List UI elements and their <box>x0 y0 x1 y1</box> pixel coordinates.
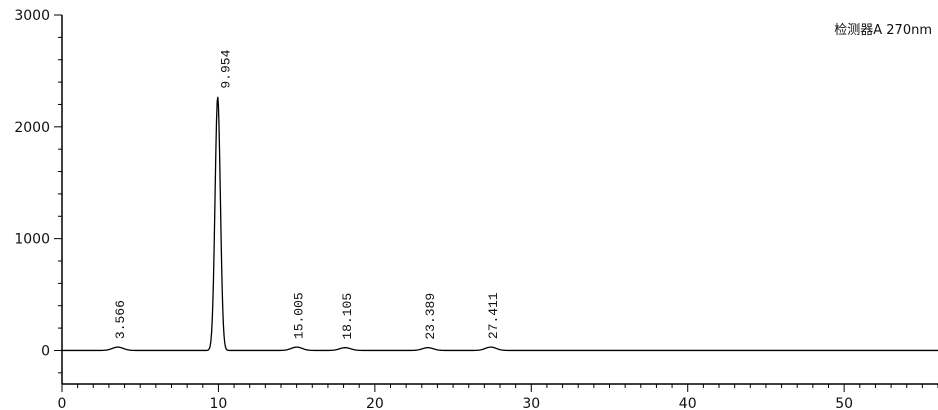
peak-label: 18.105 <box>340 293 355 340</box>
y-tick-label: 2000 <box>14 120 50 136</box>
x-tick-label: 40 <box>679 396 697 410</box>
x-tick-label: 0 <box>58 396 67 410</box>
peak-label: 27.411 <box>486 292 501 339</box>
y-tick-label: 1000 <box>14 232 50 248</box>
y-axis-ticks: 0 1000 2000 3000 <box>14 8 62 374</box>
peak-label: 3.566 <box>113 300 128 339</box>
x-tick-label: 30 <box>522 396 540 410</box>
y-tick-label: 0 <box>41 343 50 359</box>
detector-label: 检测器A 270nm <box>834 23 932 38</box>
x-tick-label: 50 <box>835 396 853 410</box>
peak-labels: 3.566 9.954 15.005 18.105 23.389 27.411 <box>113 49 501 339</box>
peak-label: 9.954 <box>219 49 234 88</box>
peak-label: 23.389 <box>423 293 438 340</box>
x-tick-label: 10 <box>210 396 228 410</box>
x-axis-ticks: 0 10 20 30 40 50 <box>58 384 938 410</box>
y-tick-label: 3000 <box>14 8 50 24</box>
peak-label: 15.005 <box>292 292 307 339</box>
chromatogram-trace <box>62 96 938 352</box>
x-tick-label: 20 <box>366 396 384 410</box>
